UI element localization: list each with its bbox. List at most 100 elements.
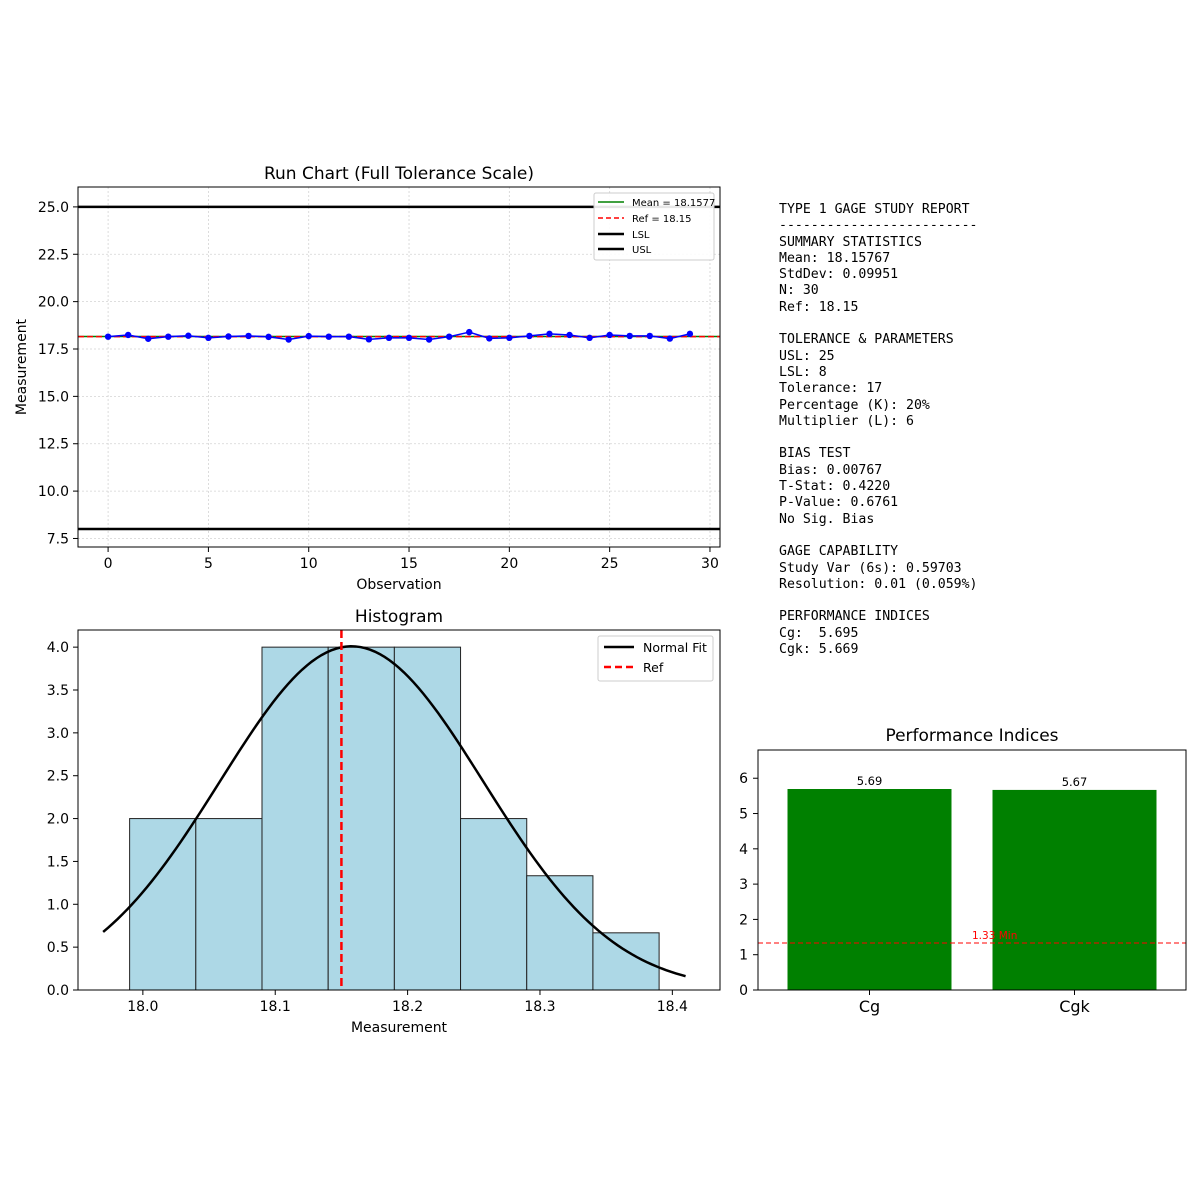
- histogram-normal-fit: [102, 645, 686, 978]
- run-point: [506, 334, 513, 342]
- run-point: [586, 334, 593, 342]
- run-series-line: [108, 331, 691, 341]
- run-xtick-label: 10: [300, 556, 318, 572]
- run-xlabel: Observation: [356, 577, 441, 593]
- run-point: [425, 336, 433, 343]
- performance-xtick-label: Cg: [859, 997, 880, 1016]
- run-xtick-label: 5: [204, 556, 213, 572]
- performance-title: Performance Indices: [885, 726, 1058, 746]
- run-point: [405, 334, 413, 342]
- run-point: [185, 332, 192, 339]
- histogram-xtick-label: 18.0: [127, 999, 158, 1015]
- run-ytick-label: 7.5: [47, 531, 69, 547]
- run-xtick-label: 25: [601, 556, 619, 572]
- run-point: [445, 333, 453, 340]
- histogram-xtick-label: 18.2: [392, 999, 423, 1015]
- performance-data-label: 5.69: [857, 774, 883, 788]
- report-line: TOLERANCE & PARAMETERS: [779, 332, 954, 348]
- run-ytick-label: 10.0: [38, 484, 69, 500]
- run-point: [466, 328, 473, 336]
- histogram-bar: [460, 818, 528, 991]
- histogram-normal-fit-curve: [102, 645, 686, 978]
- report-line: BIAS TEST: [779, 446, 851, 462]
- performance-threshold-label: 1.33 Min: [972, 930, 1017, 942]
- performance-ticks: Cg Cgk 0 1 2 3 4 5 6: [739, 771, 1090, 1016]
- run-series: [104, 328, 694, 343]
- legend-normal-fit-label: Normal Fit: [643, 640, 707, 655]
- run-point: [285, 336, 292, 343]
- report-line: [779, 316, 978, 332]
- performance-ytick-label: 4: [739, 842, 748, 858]
- run-point: [546, 330, 553, 338]
- run-point: [225, 333, 232, 340]
- report-line: P-Value: 0.6761: [779, 495, 899, 511]
- run-point: [606, 331, 613, 339]
- histogram-bar: [261, 646, 329, 991]
- run-ytick-label: 12.5: [38, 437, 69, 453]
- performance-ytick-label: 3: [739, 877, 748, 893]
- performance-frame: [757, 749, 1187, 991]
- performance-bars: 5.69 5.67: [787, 774, 1157, 990]
- report-line: StdDev: 0.09951: [779, 267, 899, 283]
- run-point: [345, 333, 353, 340]
- performance-bar: [992, 789, 1157, 990]
- run-point: [305, 332, 312, 340]
- histogram-ytick-label: 4.0: [47, 640, 69, 656]
- performance-bar: [787, 789, 952, 990]
- run-point: [245, 332, 252, 340]
- histogram-xlabel: Measurement: [351, 1020, 448, 1036]
- report-line: Resolution: 0.01 (0.059%): [779, 576, 978, 592]
- report-line: N: 30: [779, 283, 819, 299]
- run-point: [626, 332, 633, 340]
- run-point: [686, 330, 694, 338]
- performance-xtick-label: Cgk: [1059, 997, 1090, 1016]
- histogram-bar: [327, 646, 395, 991]
- run-ytick-label: 25.0: [38, 200, 69, 216]
- run-point: [145, 335, 152, 342]
- run-ytick-label: 17.5: [38, 342, 69, 358]
- legend-mean-label: Mean = 18.1577: [632, 198, 715, 209]
- report-line: GAGE CAPABILITY: [779, 544, 899, 560]
- histogram-xtick-label: 18.4: [657, 999, 688, 1015]
- run-frame: [77, 186, 721, 548]
- run-legend: Mean = 18.1577 Ref = 18.15 LSL USL: [593, 192, 715, 261]
- report-line: Ref: 18.15: [779, 299, 859, 315]
- performance-ytick-label: 2: [739, 912, 748, 928]
- legend-lsl-label: LSL: [632, 230, 650, 241]
- report-line: [779, 593, 978, 609]
- legend-ref-label: Ref = 18.15: [632, 214, 692, 225]
- histogram-ytick-label: 2.0: [47, 812, 69, 828]
- run-point: [325, 333, 332, 340]
- report-line: USL: 25: [779, 348, 835, 364]
- histogram-xtick-label: 18.1: [260, 999, 291, 1015]
- run-point: [365, 336, 373, 343]
- report-line: LSL: 8: [779, 364, 827, 380]
- run-legend-box: [593, 192, 715, 261]
- histogram-frame: [77, 629, 721, 991]
- performance-threshold: 1.33 Min: [758, 930, 1186, 944]
- histogram-bar: [195, 818, 263, 991]
- report-line: SUMMARY STATISTICS: [779, 234, 922, 250]
- run-xtick-label: 30: [701, 556, 719, 572]
- run-point: [666, 335, 674, 342]
- run-ytick-label: 20.0: [38, 295, 69, 311]
- report-line: T-Stat: 0.4220: [779, 479, 891, 495]
- run-xtick-label: 20: [500, 556, 518, 572]
- run-point: [205, 334, 212, 342]
- run-ticks: 0 5 10 15 20 25 30 7.5 10.0 12.5 15.0 17.5 20.0 22.5 2…: [38, 200, 719, 572]
- histogram-xtick-label: 18.3: [524, 999, 555, 1015]
- report-line: PERFORMANCE INDICES: [779, 609, 930, 625]
- run-point: [104, 333, 112, 340]
- run-point: [165, 333, 172, 340]
- report-line: TYPE 1 GAGE STUDY REPORT: [779, 202, 970, 217]
- histogram-bar: [526, 875, 594, 991]
- legend-usl-label: USL: [632, 245, 652, 256]
- histogram-bar: [393, 646, 462, 991]
- histogram-ytick-label: 1.5: [47, 854, 69, 870]
- histogram-ytick-label: 0.0: [47, 983, 69, 999]
- report-line: No Sig. Bias: [779, 511, 875, 527]
- histogram-ytick-label: 1.0: [47, 897, 69, 913]
- report-line: Multiplier (L): 6: [779, 413, 914, 429]
- run-point: [526, 332, 533, 340]
